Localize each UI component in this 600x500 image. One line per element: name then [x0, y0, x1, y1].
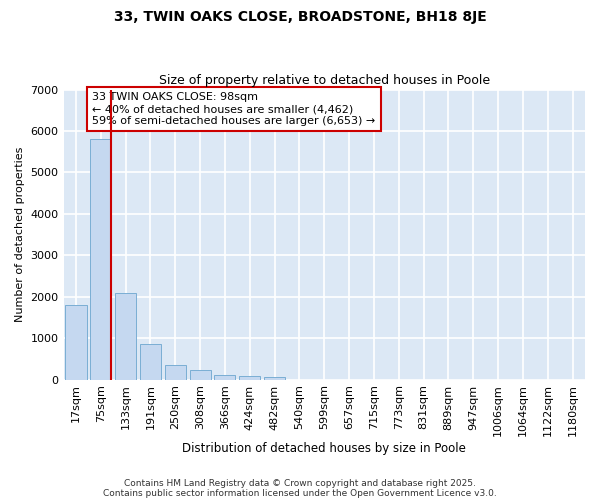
Bar — [115, 294, 136, 380]
Bar — [90, 140, 112, 380]
Bar — [239, 376, 260, 380]
Y-axis label: Number of detached properties: Number of detached properties — [15, 147, 25, 322]
Title: Size of property relative to detached houses in Poole: Size of property relative to detached ho… — [159, 74, 490, 87]
X-axis label: Distribution of detached houses by size in Poole: Distribution of detached houses by size … — [182, 442, 466, 455]
Text: Contains HM Land Registry data © Crown copyright and database right 2025.: Contains HM Land Registry data © Crown c… — [124, 478, 476, 488]
Bar — [264, 377, 285, 380]
Bar — [214, 375, 235, 380]
Text: 33, TWIN OAKS CLOSE, BROADSTONE, BH18 8JE: 33, TWIN OAKS CLOSE, BROADSTONE, BH18 8J… — [113, 10, 487, 24]
Bar — [65, 306, 86, 380]
Bar — [140, 344, 161, 380]
Text: Contains public sector information licensed under the Open Government Licence v3: Contains public sector information licen… — [103, 488, 497, 498]
Bar — [165, 364, 186, 380]
Text: 33 TWIN OAKS CLOSE: 98sqm
← 40% of detached houses are smaller (4,462)
59% of se: 33 TWIN OAKS CLOSE: 98sqm ← 40% of detac… — [92, 92, 376, 126]
Bar — [190, 370, 211, 380]
